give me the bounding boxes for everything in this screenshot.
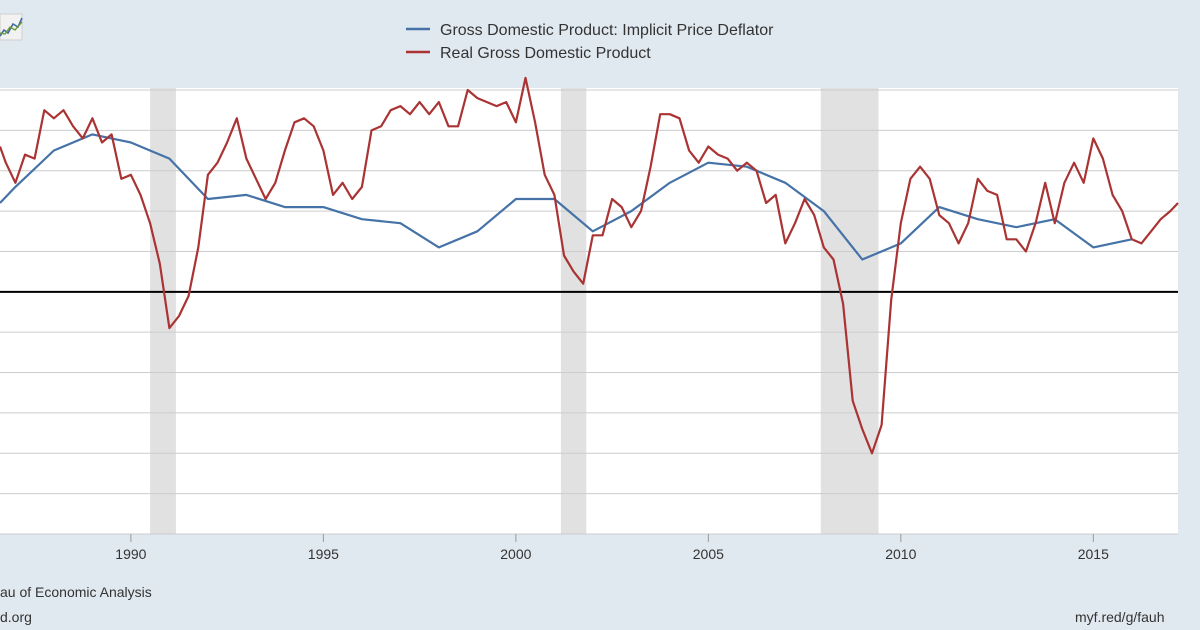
legend-item-deflator[interactable]: Gross Domestic Product: Implicit Price D… bbox=[406, 22, 774, 39]
recession-band bbox=[560, 88, 587, 534]
recession-band bbox=[820, 88, 879, 534]
x-tick-label: 2005 bbox=[693, 546, 724, 562]
plot-area bbox=[0, 88, 1178, 534]
site-link[interactable]: d.org bbox=[0, 609, 32, 625]
legend-item-real-gdp[interactable]: Real Gross Domestic Product bbox=[406, 45, 651, 62]
x-tick-label: 2000 bbox=[500, 546, 531, 562]
line-chart-icon[interactable] bbox=[0, 13, 23, 41]
x-tick-label: 1995 bbox=[308, 546, 339, 562]
short-link[interactable]: myf.red/g/fauh bbox=[1075, 609, 1165, 625]
x-tick-label: 2010 bbox=[885, 546, 916, 562]
x-axis-ticks: 1990 1995 2000 2005 2010 2015 bbox=[115, 534, 1109, 562]
recession-bands bbox=[150, 88, 879, 534]
legend: Gross Domestic Product: Implicit Price D… bbox=[406, 22, 774, 62]
series-line-real-gdp bbox=[0, 76, 1179, 455]
legend-label-real-gdp: Real Gross Domestic Product bbox=[440, 45, 651, 62]
x-tick-label: 2015 bbox=[1078, 546, 1109, 562]
series-lines bbox=[0, 76, 1179, 455]
legend-label-deflator: Gross Domestic Product: Implicit Price D… bbox=[440, 22, 774, 39]
source-text: au of Economic Analysis bbox=[0, 584, 152, 600]
x-tick-label: 1990 bbox=[115, 546, 146, 562]
